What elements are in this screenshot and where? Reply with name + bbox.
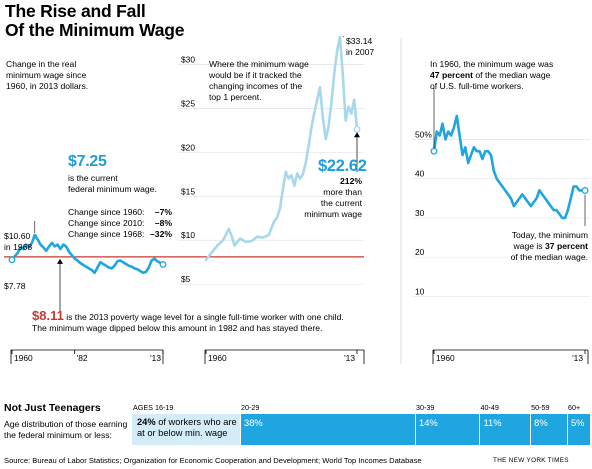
first-segment-text: at or below min. wage — [137, 428, 228, 438]
bar-segment-label: 5% — [570, 417, 585, 428]
y-tick-label: $5 — [181, 274, 191, 284]
series-line-percent-of-median — [432, 114, 587, 220]
panel3-intro: In 1960, the minimum wage was 47 percent… — [430, 59, 554, 91]
y-tick-label: 20 — [415, 247, 425, 257]
change-row: Change since 1960: –7% — [68, 207, 172, 217]
source-note: Source: Bureau of Labor Statistics; Orga… — [4, 456, 422, 465]
peak-2007-label: $33.14 in 2007 — [346, 36, 375, 57]
data-point-1960 — [8, 256, 16, 264]
age-group-label: 20-29 — [241, 403, 260, 412]
end-value-arrow — [354, 132, 360, 138]
age-group-label: 50-59 — [531, 403, 550, 412]
panel2-intro: Where the minimum wage would be if it tr… — [209, 59, 309, 102]
y-tick-label: 40 — [415, 169, 425, 179]
y-tick-label: $10 — [181, 230, 195, 240]
y-tick-label: $25 — [181, 98, 195, 108]
bar-segment-label: 38% — [244, 417, 263, 428]
change-row: Change since 2010: –8% — [68, 218, 172, 228]
y-tick-label: 30 — [415, 208, 425, 218]
bar-segment-16-19: 24% of workers who are at or below min. w… — [132, 414, 240, 445]
x-tick-label: 1960 — [436, 353, 455, 363]
age-group-labels: AGES 16-19 20-29 30-39 40-49 50-59 60+ — [132, 403, 590, 413]
page-title: The Rise and Fall Of the Minimum Wage — [5, 1, 185, 40]
teens-description: Age distribution of those earning the fe… — [4, 419, 128, 440]
x-tick-label: 1960 — [14, 353, 33, 363]
age-group-label: AGES 16-19 — [133, 403, 174, 412]
panel3-end-caption: Today, the minimum wage is 37 percent of… — [510, 230, 588, 262]
age-group-label: 40-49 — [480, 403, 499, 412]
bar-segment-label: 14% — [419, 417, 438, 428]
x-tick-label: 1960 — [208, 353, 227, 363]
data-point-2013 — [159, 260, 167, 268]
bar-segment: 5% — [566, 414, 590, 445]
poverty-caption: $8.11 is the 2013 poverty wage level for… — [32, 308, 344, 333]
y-tick-label: 10 — [415, 286, 425, 296]
top1-end-caption: 212% more than the current minimum wage — [304, 176, 362, 219]
y-tick-label: $15 — [181, 186, 195, 196]
teens-heading: Not Just Teenagers — [4, 402, 101, 414]
age-distribution-bar: 24% of workers who are at or below min. w… — [132, 414, 590, 445]
first-segment-text: of workers who are — [155, 417, 237, 427]
first-segment-value: 24% — [137, 417, 156, 427]
bar-segment: 11% — [479, 414, 531, 445]
bar-segment: 38% — [240, 414, 415, 445]
bar-segment: 14% — [415, 414, 480, 445]
bar-segment-label: 11% — [483, 417, 502, 428]
y-tick-label: $30 — [181, 54, 195, 64]
top1-end-value: $22.62 — [318, 157, 367, 175]
series-line-top-1-percent — [204, 35, 359, 262]
current-wage-value: $7.25 — [68, 153, 107, 170]
panel1-intro: Change in the real minimum wage since 19… — [6, 59, 89, 91]
change-list: Change since 1960: –7% Change since 2010:… — [68, 207, 172, 240]
series-line-real-minimum-wage — [10, 233, 165, 275]
change-row: Change since 1968: –32% — [68, 229, 172, 239]
data-point-2013 — [353, 125, 361, 133]
bar-segment: 8% — [530, 414, 567, 445]
start-1960-label: $7.78 — [4, 281, 26, 291]
data-point-1960 — [430, 147, 438, 155]
data-point-2013 — [581, 186, 589, 194]
age-group-label: 60+ — [567, 403, 581, 412]
current-wage-caption: is the current federal minimum wage. — [68, 173, 157, 194]
x-tick-label: '13 — [150, 353, 161, 363]
age-group-label: 30-39 — [416, 403, 435, 412]
x-tick-label: '13 — [572, 353, 583, 363]
x-tick-label: '13 — [344, 353, 355, 363]
poverty-value: $8.11 — [32, 308, 64, 323]
y-tick-label: $20 — [181, 142, 195, 152]
x-tick-label: '82 — [77, 353, 88, 363]
y-tick-label: 50% — [415, 129, 432, 139]
peak-1968-label: $10.60 in 1968 — [4, 231, 33, 252]
poverty-pointer-arrow — [57, 258, 63, 264]
credit: THE NEW YORK TIMES — [493, 457, 569, 464]
bar-segment-label: 8% — [534, 417, 548, 428]
